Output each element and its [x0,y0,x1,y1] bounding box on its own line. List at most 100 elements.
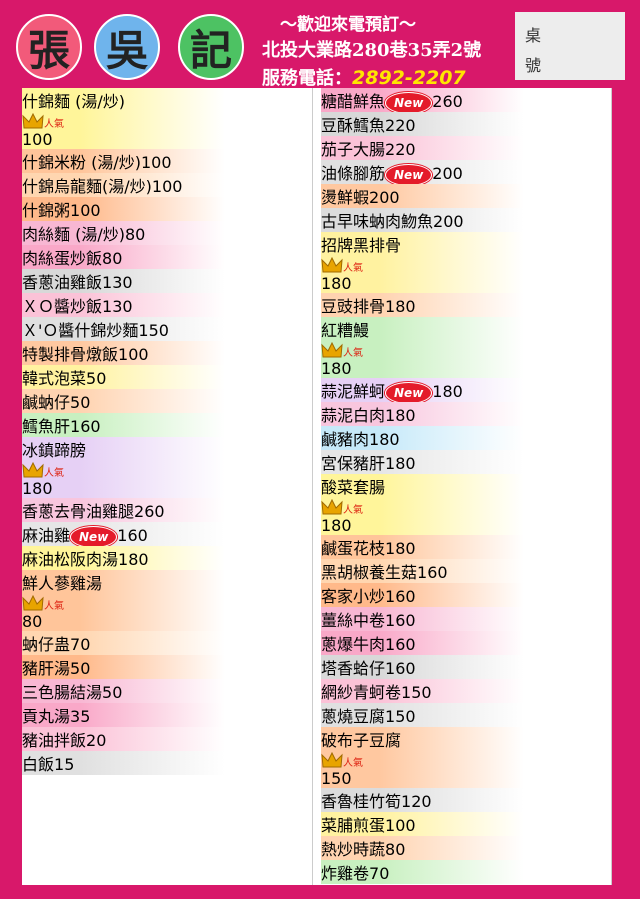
item-name: 鮮人蔘雞湯 [22,574,103,593]
item-name: 招牌黑排骨 [321,236,402,255]
item-name: 什錦米粉 (湯/炒) [22,153,141,172]
menu-row: 宮保豬肝180 [321,450,611,474]
item-name: 塔香蛤仔 [321,659,386,678]
item-name: ＸＯ醬炒飯 [22,297,103,316]
crown-icon [321,751,343,768]
menu-row: 肉絲麵 (湯/炒)80 [22,221,312,245]
menu-row: 什錦烏龍麵(湯/炒)100 [22,173,312,197]
logo-char: 張 [16,14,82,80]
menu-row: 塔香蛤仔160 [321,655,611,679]
item-price: 80 [385,840,406,859]
popular-badge: 人氣 [22,461,312,479]
item-name: 古早味蚋肉魩魚 [321,212,434,231]
item-price: 180 [432,382,463,401]
menu-row: 貢丸湯35 [22,703,312,727]
popular-text: 人氣 [343,348,363,359]
item-name: 破布子豆腐 [321,731,402,750]
phone-line: 服務電話：2892-2207 [262,64,466,90]
item-name: Ｘ'Ｏ醬什錦炒麵 [22,321,139,340]
item-name: 肉絲麵 (湯/炒) [22,225,125,244]
item-name: 網紗青蚵卷 [321,683,402,702]
menu-row: 蔥爆牛肉160 [321,631,611,655]
item-price: 160 [385,611,416,630]
item-price: 200 [369,188,400,207]
item-name: 麻油松阪肉湯 [22,550,119,569]
crown-icon [321,256,343,273]
item-name: 炸雞卷 [321,864,370,883]
menu-row: 破布子豆腐 人氣 150 [321,727,611,788]
item-price: 200 [432,164,463,183]
popular-text: 人氣 [343,505,363,516]
crown-icon [22,112,44,129]
menu-row: Ｘ'Ｏ醬什錦炒麵150 [22,317,312,341]
item-price: 50 [70,659,91,678]
menu-row: 豬油拌飯20 [22,727,312,751]
menu-row: 鹹蛋花枝180 [321,535,611,559]
item-name: 蚋仔蛊 [22,635,71,654]
phone-label: 服務電話： [262,68,352,89]
item-name: 什錦烏龍麵(湯/炒) [22,177,152,196]
item-name: 糖醋鮮魚 [321,92,386,111]
popular-text: 人氣 [44,601,64,612]
menu-row: 冰鎮蹄膀 人氣 180 [22,437,312,498]
item-name: 香蔥油雞飯 [22,273,103,292]
address: 北投大業路280巷35弄2號 [262,40,482,61]
popular-text: 人氣 [343,263,363,274]
menu-row: 招牌黑排骨 人氣 180 [321,232,611,293]
item-name: 蒜泥鮮蚵 [321,382,386,401]
new-badge: New [385,382,433,404]
item-price: 100 [118,345,149,364]
item-price: 80 [22,612,43,631]
item-name: 冰鎮蹄膀 [22,441,87,460]
menu-row: 三色腸結湯50 [22,679,312,703]
item-name: 蔥爆牛肉 [321,635,386,654]
menu-row: 鱈魚肝160 [22,413,312,437]
menu-column: 糖醋鮮魚 New 260 豆酥鱈魚220 茄子大腸220 油條腳筋 New 200 燙鮮蝦200… [321,88,612,885]
menu-row: 黑胡椒養生菇160 [321,559,611,583]
phone: 2892-2207 [352,67,466,89]
popular-text: 人氣 [44,119,64,130]
item-name: 三色腸結湯 [22,683,103,702]
item-name: 豬油拌飯 [22,731,87,750]
item-price: 130 [102,297,133,316]
item-name: 菜脯煎蛋 [321,816,386,835]
item-name: 酸菜套腸 [321,478,386,497]
menu-row: 白飯15 [22,751,312,775]
item-price: 100 [140,153,172,172]
item-price: 100 [70,201,101,220]
table-label: 桌 [525,26,542,45]
item-price: 180 [321,359,352,378]
item-price: 35 [70,707,91,726]
item-price: 80 [102,249,123,268]
menu-row: 什錦麵 (湯/炒) 人氣 100 [22,88,312,149]
popular-text: 人氣 [44,468,64,479]
item-price: 160 [417,563,448,582]
menu-row: 肉絲蛋炒飯80 [22,245,312,269]
item-price: 100 [385,816,416,835]
item-name: 麻油雞 [22,526,71,545]
crown-icon [321,341,343,358]
menu-row: 薑絲中卷160 [321,607,611,631]
item-price: 150 [401,683,432,702]
item-price: 180 [385,406,416,425]
menu-row: 酸菜套腸 人氣 180 [321,474,611,535]
item-price: 180 [385,454,416,473]
item-name: 紅糟鰻 [321,321,370,340]
menu-row: 豆豉排骨180 [321,293,611,317]
menu-row: 燙鮮蝦200 [321,184,611,208]
menu-row: 客家小炒160 [321,583,611,607]
item-name: 黑胡椒養生菇 [321,563,418,582]
item-price: 150 [385,707,416,726]
popular-badge: 人氣 [321,341,611,359]
new-badge: New [385,164,433,186]
item-price: 50 [102,683,123,702]
menu-column: 什錦麵 (湯/炒) 人氣 100 什錦米粉 (湯/炒)100 什錦烏龍麵(湯/炒)100… [22,88,313,885]
table-label: 號 [525,56,542,75]
item-price: 180 [385,539,416,558]
item-price: 130 [102,273,133,292]
item-price: 50 [70,393,91,412]
item-price: 150 [138,321,169,340]
item-price: 100 [22,130,53,149]
menu-row: 鹹豬肉180 [321,426,611,450]
item-name: 什錦粥 [22,201,71,220]
